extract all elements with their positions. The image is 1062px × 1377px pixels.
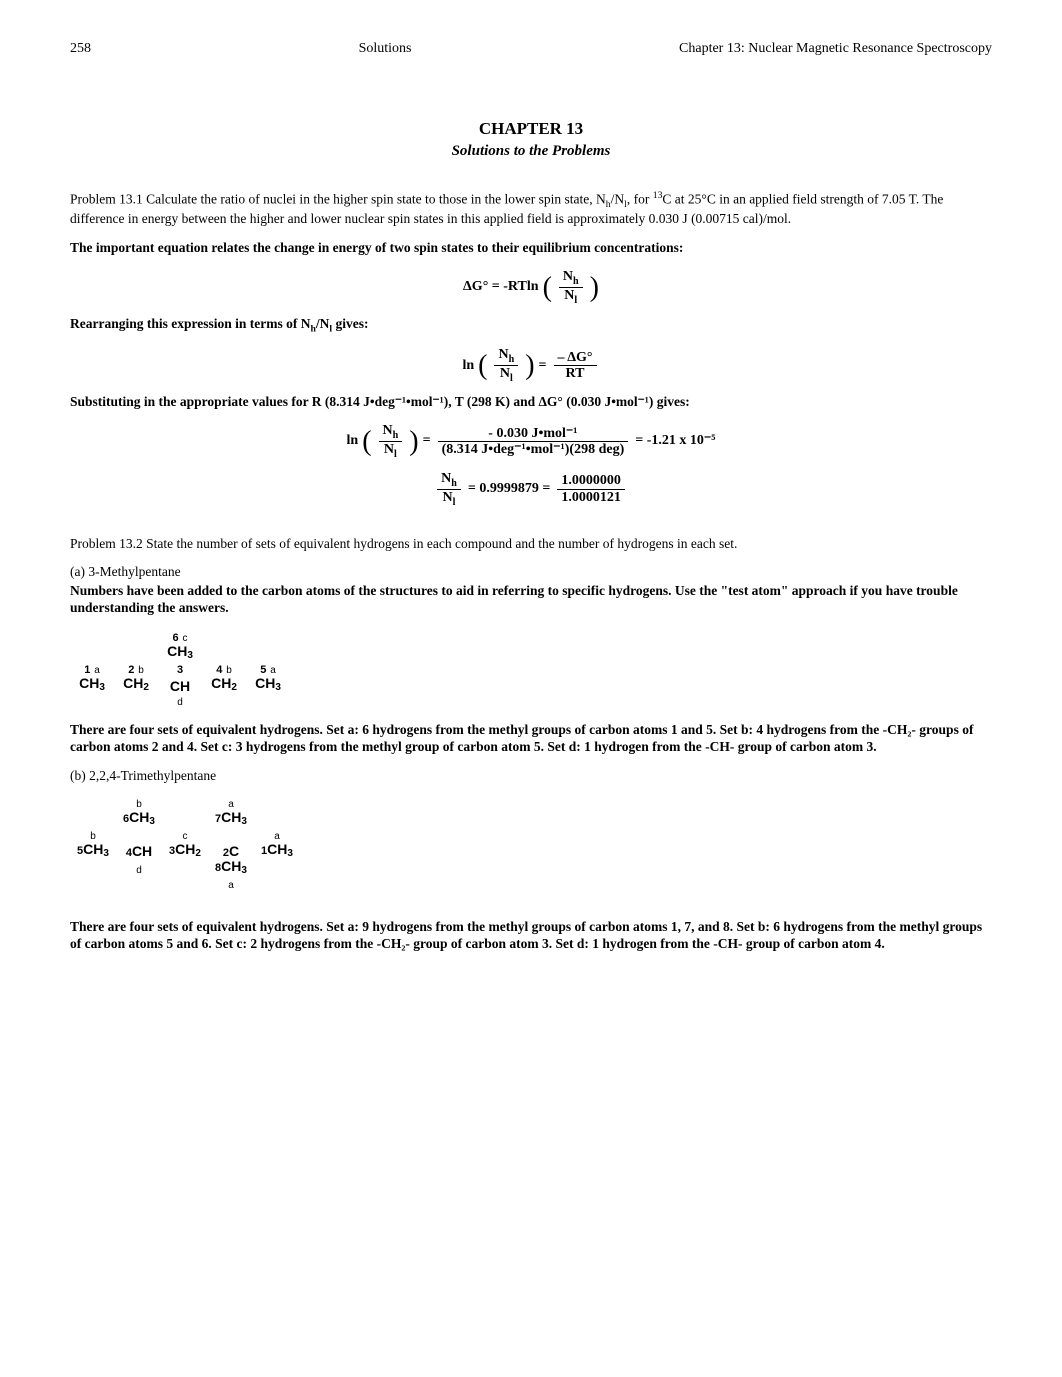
equation-3: ln ( Nh Nl ) = - 0.030 J•mol⁻¹ (8.314 J•… bbox=[70, 423, 992, 460]
rearranging-text: Rearranging this expression in terms of … bbox=[70, 316, 992, 336]
chapter-title: CHAPTER 13 bbox=[70, 118, 992, 140]
equation-2: ln ( Nh Nl ) = – ΔG° RT bbox=[70, 347, 992, 384]
important-equation-text: The important equation relates the chang… bbox=[70, 240, 992, 257]
structure-a: 6 c CH3 1 a 2 b 3 4 b 5 a CH3 CH2 CH CH2… bbox=[70, 629, 992, 708]
part-b-label: (b) 2,2,4-Trimethylpentane bbox=[70, 768, 992, 785]
equation-1: ΔG° = -RTln ( Nh Nl ) bbox=[70, 269, 992, 306]
part-a-label: (a) 3-Methylpentane bbox=[70, 564, 992, 581]
substituting-text: Substituting in the appropriate values f… bbox=[70, 394, 992, 411]
page-header: 258 Solutions Chapter 13: Nuclear Magnet… bbox=[70, 40, 992, 58]
structure-b: b a 6CH3 7CH3 b c a 5CH3 4CH 3CH2 2C 1CH… bbox=[70, 795, 992, 891]
page-number: 258 bbox=[70, 40, 91, 58]
header-center: Solutions bbox=[359, 40, 412, 58]
part-a-answer: There are four sets of equivalent hydrog… bbox=[70, 722, 992, 756]
header-right: Chapter 13: Nuclear Magnetic Resonance S… bbox=[679, 40, 992, 58]
chapter-subtitle: Solutions to the Problems bbox=[70, 142, 992, 162]
equation-4: Nh Nl = 0.9999879 = 1.0000000 1.0000121 bbox=[70, 470, 992, 508]
problem-13-1: Problem 13.1 Calculate the ratio of nucl… bbox=[70, 190, 992, 228]
problem-13-2: Problem 13.2 State the number of sets of… bbox=[70, 536, 992, 553]
part-a-note: Numbers have been added to the carbon at… bbox=[70, 583, 992, 617]
part-b-answer: There are four sets of equivalent hydrog… bbox=[70, 919, 992, 953]
problem-lead: Problem 13.1 bbox=[70, 191, 143, 206]
